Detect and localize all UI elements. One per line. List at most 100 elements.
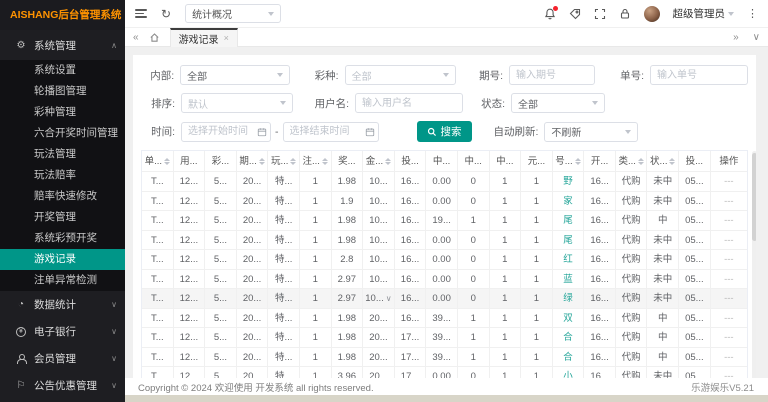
user-menu[interactable]: 超级管理员 (673, 6, 735, 21)
table-cell: 05... (679, 348, 711, 368)
table-cell: 5... (205, 348, 237, 368)
lock-icon[interactable] (619, 8, 631, 20)
status-select[interactable]: 全部 (511, 93, 605, 113)
end-time-field[interactable] (283, 122, 379, 142)
sidebar-item-六合开奖时间管理[interactable]: 六合开奖时间管理 (0, 123, 125, 144)
table-row[interactable]: T...12...5...20...特...11.9810...16...0.0… (142, 172, 747, 192)
tab-close-icon[interactable]: × (224, 33, 229, 43)
notifications-bell-icon[interactable] (544, 8, 556, 20)
bottom-strip (125, 395, 768, 402)
sidebar-section-会员管理[interactable]: 会员管理∨ (0, 345, 125, 372)
lottery-select[interactable]: 全部 (345, 65, 456, 85)
sidebar-section-系统管理[interactable]: ⚙系统管理∧ (0, 30, 125, 60)
sidebar-item-系统彩预开奖[interactable]: 系统彩预开奖 (0, 228, 125, 249)
table-cell: 0 (458, 250, 490, 270)
sidebar-section-电子银行[interactable]: ¥电子银行∨ (0, 318, 125, 345)
start-time-input[interactable] (181, 122, 271, 142)
column-header[interactable]: 单... (142, 151, 174, 172)
end-time-input[interactable] (283, 122, 379, 142)
table-cell: 0 (458, 231, 490, 251)
sidebar-item-赔率快速修改[interactable]: 赔率快速修改 (0, 186, 125, 207)
column-header-label: 中... (433, 151, 450, 172)
sidebar-item-系统设置[interactable]: 系统设置 (0, 60, 125, 81)
sort-icon[interactable] (322, 158, 328, 165)
sort-icon[interactable] (259, 158, 265, 165)
sidebar-item-游戏记录[interactable]: 游戏记录 (0, 249, 125, 270)
table-scrollbar[interactable] (752, 151, 756, 378)
tag-icon[interactable] (569, 8, 581, 20)
sort-icon[interactable] (575, 158, 581, 165)
column-header-label: 操作 (719, 151, 738, 172)
column-header[interactable]: 金... (363, 151, 395, 172)
table-cell: 1 (521, 211, 553, 231)
fullscreen-icon[interactable] (594, 8, 606, 20)
column-header[interactable]: 状... (647, 151, 679, 172)
sidebar-section-数据统计[interactable]: ◔数据统计∨ (0, 291, 125, 318)
sidebar-item-注单异常检测[interactable]: 注单异常检测 (0, 270, 125, 291)
column-header[interactable]: 类... (616, 151, 648, 172)
table-row[interactable]: T...12...5...20...特...11.9820...17...39.… (142, 328, 747, 348)
table-cell: --- (711, 309, 747, 329)
nav-quick-select[interactable]: 统计概况 (185, 4, 281, 23)
issue-input[interactable] (509, 65, 595, 85)
column-header[interactable]: 期... (237, 151, 269, 172)
sort-icon[interactable] (669, 158, 675, 165)
table-row[interactable]: T...12...5...20...特...12.810...16...0.00… (142, 250, 747, 270)
table-cell: 05... (679, 250, 711, 270)
tabs-scroll-right-icon[interactable]: » (733, 32, 739, 43)
table-cell: 05... (679, 270, 711, 290)
table-row[interactable]: T...12...5...20...特...12.9710...∨16...0.… (142, 289, 747, 309)
table-cell: 1 (490, 211, 522, 231)
table-cell: 1 (300, 270, 332, 290)
table-cell: 1 (490, 309, 522, 329)
sidebar-item-轮播图管理[interactable]: 轮播图管理 (0, 81, 125, 102)
table-row[interactable]: T...12...5...20...特...11.9820...17...39.… (142, 348, 747, 368)
sort-icon[interactable] (290, 158, 296, 165)
sort-icon[interactable] (164, 158, 170, 165)
table-cell: --- (711, 270, 747, 290)
home-icon[interactable] (149, 32, 160, 43)
table-cell: 05... (679, 309, 711, 329)
search-button[interactable]: 搜索 (417, 121, 472, 142)
username-input[interactable] (355, 93, 463, 113)
user-icon (14, 354, 28, 364)
sort-select[interactable]: 默认 (181, 93, 293, 113)
table-cell: 代购 (616, 309, 648, 329)
sort-icon[interactable] (385, 158, 391, 165)
table-row[interactable]: T...12...5...20...特...11.9810...16...0.0… (142, 231, 747, 251)
tabs-menu-icon[interactable]: ∨ (753, 32, 760, 43)
user-avatar[interactable] (644, 6, 660, 22)
table-scrollbar-thumb[interactable] (752, 153, 756, 241)
sidebar-item-玩法管理[interactable]: 玩法管理 (0, 144, 125, 165)
column-header[interactable]: 号... (553, 151, 585, 172)
table-cell: 0.00 (426, 289, 458, 309)
table-cell: 未中 (647, 270, 679, 290)
table-cell: 1 (458, 328, 490, 348)
table-cell: T... (142, 348, 174, 368)
column-header[interactable]: 玩... (268, 151, 300, 172)
tab-game-records[interactable]: 游戏记录 × (170, 28, 238, 47)
auto-refresh-select[interactable]: 不刷新 (544, 122, 638, 142)
table-cell: 10...∨ (363, 289, 395, 309)
table-row[interactable]: T...12...5...20...特...11.9810...16...19.… (142, 211, 747, 231)
menu-collapse-icon[interactable] (135, 9, 147, 18)
sidebar-item-彩种管理[interactable]: 彩种管理 (0, 102, 125, 123)
sidebar-section-公告优惠管理[interactable]: ⚐公告优惠管理∨ (0, 372, 125, 399)
expand-row-icon[interactable]: ∨ (386, 294, 392, 303)
table-cell: 3.96 (332, 367, 364, 378)
table-row[interactable]: T...12...5...20...特...12.9710...16...0.0… (142, 270, 747, 290)
order-input[interactable] (650, 65, 748, 85)
internal-select[interactable]: 全部 (180, 65, 290, 85)
refresh-icon[interactable]: ↻ (161, 7, 171, 21)
table-cell: 特... (268, 192, 300, 212)
table-row[interactable]: T...12...5...20...特...11.9820...16...39.… (142, 309, 747, 329)
start-time-field[interactable] (181, 122, 271, 142)
sidebar-item-玩法赔率[interactable]: 玩法赔率 (0, 165, 125, 186)
sidebar-item-开奖管理[interactable]: 开奖管理 (0, 207, 125, 228)
sort-icon[interactable] (638, 158, 644, 165)
more-options-icon[interactable]: ⋮ (747, 7, 758, 20)
table-row[interactable]: T...12...5...20...特...11.910...16...0.00… (142, 192, 747, 212)
table-row[interactable]: T...12...5...20...特...13.9620...17...0.0… (142, 367, 747, 378)
tabs-scroll-left-icon[interactable]: « (133, 32, 139, 43)
column-header[interactable]: 注... (300, 151, 332, 172)
